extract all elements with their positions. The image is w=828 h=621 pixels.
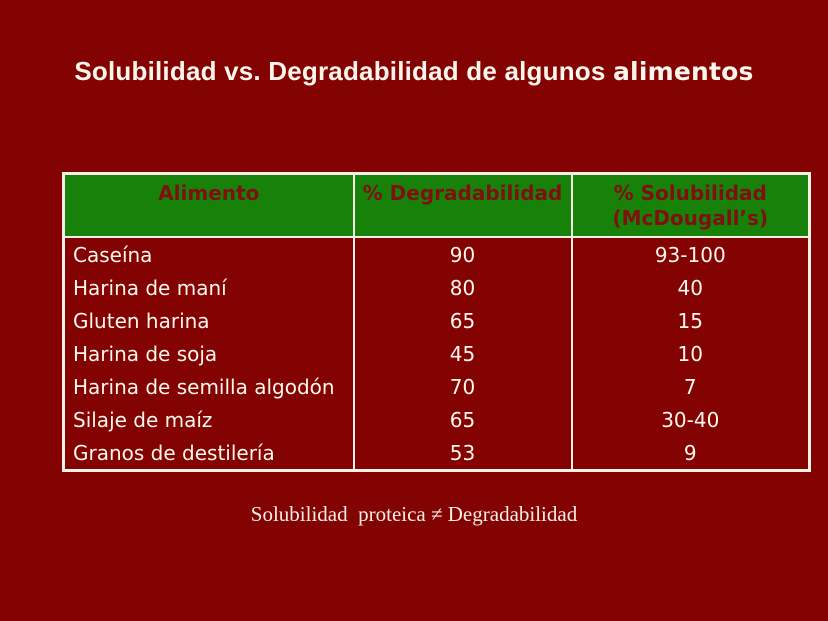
cell-alimento: Harina de semilla algodón bbox=[73, 374, 335, 399]
column-header-alimento: Alimento bbox=[63, 173, 354, 238]
table-row: Granos de destilería 53 9 bbox=[64, 436, 810, 471]
slide-title-main: Solubilidad vs. Degradabilidad de alguno… bbox=[74, 56, 613, 86]
caption-solubility-note: Solubilidad proteica ≠ Degradabilidad bbox=[250, 502, 578, 526]
cell-solubilidad: 40 bbox=[570, 271, 810, 304]
cell-solubilidad: 10 bbox=[570, 337, 810, 370]
table-row: Caseína 90 93-100 bbox=[64, 237, 810, 271]
column-header-solubilidad: % Solubilidad (McDougall’s) bbox=[570, 173, 810, 238]
table-row: Harina de maní 80 40 bbox=[64, 271, 810, 304]
food-solubility-table: Alimento % Degradabilidad % Solubilidad … bbox=[62, 172, 811, 472]
table-header-row: Alimento % Degradabilidad % Solubilidad … bbox=[63, 173, 810, 238]
cell-alimento: Caseína bbox=[73, 242, 153, 267]
cell-solubilidad: 30-40 bbox=[570, 403, 810, 436]
cell-degradabilidad: 65 bbox=[352, 304, 572, 337]
table-row: Harina de semilla algodón 70 7 bbox=[64, 370, 810, 403]
cell-degradabilidad: 53 bbox=[352, 436, 572, 471]
cell-solubilidad: 93-100 bbox=[570, 237, 810, 271]
column-header-solubilidad-line2: (McDougall’s) bbox=[612, 206, 769, 230]
column-header-solubilidad-line1: % Solubilidad bbox=[613, 181, 767, 205]
cell-degradabilidad: 70 bbox=[352, 370, 572, 403]
cell-alimento: Harina de soja bbox=[73, 341, 218, 366]
cell-degradabilidad: 80 bbox=[352, 271, 572, 304]
cell-degradabilidad: 65 bbox=[352, 403, 572, 436]
cell-solubilidad: 9 bbox=[570, 436, 810, 471]
column-header-degradabilidad: % Degradabilidad bbox=[352, 173, 572, 238]
cell-solubilidad: 7 bbox=[570, 370, 810, 403]
slide-title: Solubilidad vs. Degradabilidad de alguno… bbox=[0, 56, 828, 87]
cell-alimento: Gluten harina bbox=[73, 308, 210, 333]
table-row: Gluten harina 65 15 bbox=[64, 304, 810, 337]
cell-alimento: Granos de destilería bbox=[73, 440, 275, 465]
cell-degradabilidad: 90 bbox=[352, 237, 572, 271]
cell-degradabilidad: 45 bbox=[352, 337, 572, 370]
cell-alimento: Harina de maní bbox=[73, 275, 227, 300]
cell-alimento: Silaje de maíz bbox=[73, 407, 213, 432]
cell-solubilidad: 15 bbox=[570, 304, 810, 337]
table-row: Silaje de maíz 65 30-40 bbox=[64, 403, 810, 436]
slide-title-accent: alimentos bbox=[612, 57, 754, 86]
table-row: Harina de soja 45 10 bbox=[64, 337, 810, 370]
